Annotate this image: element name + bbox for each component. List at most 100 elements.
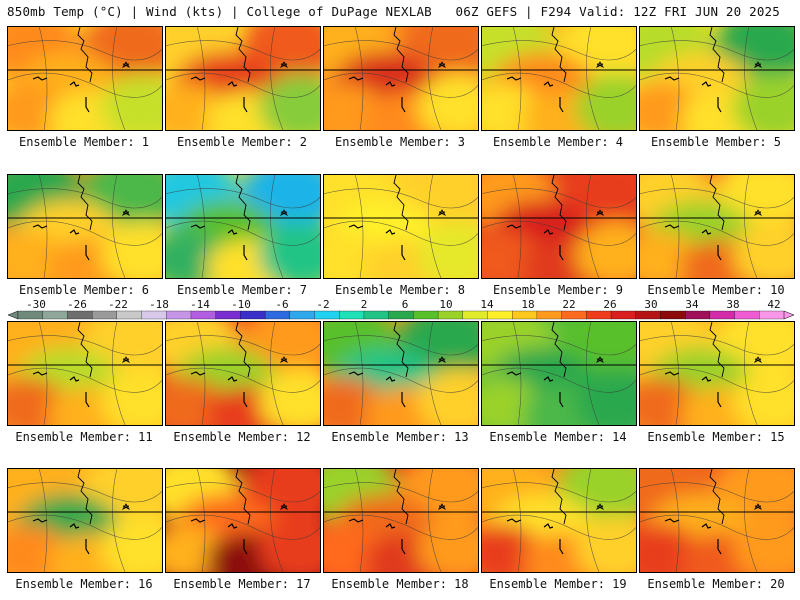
colorbar-segment bbox=[116, 310, 142, 320]
header-right-model-info: 06Z GEFS | F294 Valid: 12Z FRI JUN 20 20… bbox=[455, 4, 780, 19]
ensemble-map-panel bbox=[7, 321, 163, 426]
colorbar-segment bbox=[561, 310, 587, 320]
ensemble-member-label: Ensemble Member: 17 bbox=[173, 577, 311, 591]
colorbar-tick-label: 42 bbox=[767, 298, 780, 311]
ensemble-member-label: Ensemble Member: 13 bbox=[331, 430, 469, 444]
colorbar-tick-label: -14 bbox=[190, 298, 210, 311]
colorbar-segment bbox=[487, 310, 513, 320]
ensemble-member-label: Ensemble Member: 7 bbox=[176, 283, 308, 297]
colorbar-segment bbox=[190, 310, 217, 320]
colorbar-segment bbox=[462, 310, 488, 320]
colorbar-segment bbox=[759, 310, 785, 320]
colorbar-segment bbox=[685, 310, 711, 320]
colorbar-tick-label: 2 bbox=[361, 298, 368, 311]
colorbar-segment bbox=[166, 310, 192, 320]
colorbar-segment bbox=[437, 310, 464, 320]
temperature-map bbox=[324, 27, 478, 130]
colorbar-segment bbox=[141, 310, 167, 320]
temperature-map bbox=[8, 469, 162, 572]
ensemble-member-label: Ensemble Member: 8 bbox=[334, 283, 466, 297]
colorbar-segment bbox=[388, 310, 414, 320]
ensemble-map-panel bbox=[323, 321, 479, 426]
colorbar-segment bbox=[512, 310, 538, 320]
colorbar-segment bbox=[709, 310, 736, 320]
colorbar-tick-label: -26 bbox=[67, 298, 87, 311]
ensemble-map-panel bbox=[165, 321, 321, 426]
ensemble-member-label: Ensemble Member: 19 bbox=[489, 577, 627, 591]
temperature-map bbox=[166, 27, 320, 130]
colorbar-segment bbox=[586, 310, 612, 320]
ensemble-member-label: Ensemble Member: 1 bbox=[18, 135, 150, 149]
colorbar-tick-label: -6 bbox=[275, 298, 288, 311]
temperature-map bbox=[640, 27, 794, 130]
colorbar-segment bbox=[610, 310, 637, 320]
ensemble-map-panel bbox=[481, 321, 637, 426]
temperature-map bbox=[324, 469, 478, 572]
colorbar-left-arrow bbox=[8, 310, 19, 320]
ensemble-member-label: Ensemble Member: 3 bbox=[334, 135, 466, 149]
ensemble-member-label: Ensemble Member: 11 bbox=[15, 430, 153, 444]
ensemble-map-panel bbox=[639, 26, 795, 131]
ensemble-member-label: Ensemble Member: 5 bbox=[650, 135, 782, 149]
colorbar-segment bbox=[660, 310, 686, 320]
ensemble-member-label: Ensemble Member: 15 bbox=[647, 430, 785, 444]
colorbar-right-arrow bbox=[783, 310, 794, 320]
temperature-map bbox=[482, 175, 636, 278]
colorbar-segment bbox=[17, 310, 44, 320]
ensemble-member-label: Ensemble Member: 18 bbox=[331, 577, 469, 591]
colorbar-tick-label: -10 bbox=[231, 298, 251, 311]
ensemble-member-label: Ensemble Member: 10 bbox=[647, 283, 785, 297]
ensemble-map-panel bbox=[165, 26, 321, 131]
colorbar-segment bbox=[339, 310, 365, 320]
ensemble-member-label: Ensemble Member: 12 bbox=[173, 430, 311, 444]
header-left-title: 850mb Temp (°C) | Wind (kts) | College o… bbox=[7, 4, 432, 19]
ensemble-map-panel bbox=[481, 26, 637, 131]
ensemble-member-label: Ensemble Member: 16 bbox=[15, 577, 153, 591]
temperature-map bbox=[482, 469, 636, 572]
colorbar-segment bbox=[363, 310, 390, 320]
ensemble-map-panel bbox=[639, 468, 795, 573]
colorbar-tick-label: 34 bbox=[685, 298, 699, 311]
temperature-map bbox=[482, 322, 636, 425]
colorbar-tick-label: 30 bbox=[644, 298, 657, 311]
colorbar-tick-label: -30 bbox=[26, 298, 46, 311]
ensemble-map-panel bbox=[165, 174, 321, 279]
colorbar-segment bbox=[734, 310, 760, 320]
colorbar-segment bbox=[67, 310, 93, 320]
colorbar-tick-label: 14 bbox=[480, 298, 494, 311]
ensemble-map-panel bbox=[7, 468, 163, 573]
ensemble-member-label: Ensemble Member: 14 bbox=[489, 430, 627, 444]
ensemble-map-panel bbox=[639, 174, 795, 279]
temperature-map bbox=[482, 27, 636, 130]
temperature-colorbar: -30 -26 -22 -18 -14 -10 -6 -2 2 6 10 14 18 22 26 30 34 38… bbox=[8, 298, 794, 320]
ensemble-map-panel bbox=[323, 468, 479, 573]
colorbar-tick-label: -2 bbox=[316, 298, 329, 311]
ensemble-map-panel bbox=[165, 468, 321, 573]
colorbar-segment bbox=[91, 310, 118, 320]
colorbar-segment bbox=[635, 310, 661, 320]
colorbar-tick-label: 18 bbox=[521, 298, 534, 311]
colorbar-tick-label: 10 bbox=[439, 298, 452, 311]
temperature-map bbox=[8, 322, 162, 425]
ensemble-map-panel bbox=[481, 468, 637, 573]
colorbar-segment bbox=[314, 310, 340, 320]
colorbar-tick-label: 38 bbox=[726, 298, 739, 311]
ensemble-map-panel bbox=[323, 174, 479, 279]
ensemble-map-panel bbox=[481, 174, 637, 279]
temperature-map bbox=[166, 469, 320, 572]
colorbar-tick-label: 22 bbox=[562, 298, 575, 311]
ensemble-map-panel bbox=[7, 26, 163, 131]
ensemble-map-panel bbox=[323, 26, 479, 131]
colorbar-segment bbox=[536, 310, 563, 320]
colorbar-tick-label: 6 bbox=[402, 298, 409, 311]
temperature-map bbox=[324, 175, 478, 278]
ensemble-member-label: Ensemble Member: 6 bbox=[18, 283, 150, 297]
ensemble-member-label: Ensemble Member: 4 bbox=[492, 135, 624, 149]
colorbar-segment bbox=[240, 310, 266, 320]
ensemble-member-label: Ensemble Member: 20 bbox=[647, 577, 785, 591]
ensemble-map-panel bbox=[639, 321, 795, 426]
temperature-map bbox=[166, 175, 320, 278]
temperature-map bbox=[640, 322, 794, 425]
temperature-map bbox=[166, 322, 320, 425]
colorbar-segment bbox=[264, 310, 291, 320]
